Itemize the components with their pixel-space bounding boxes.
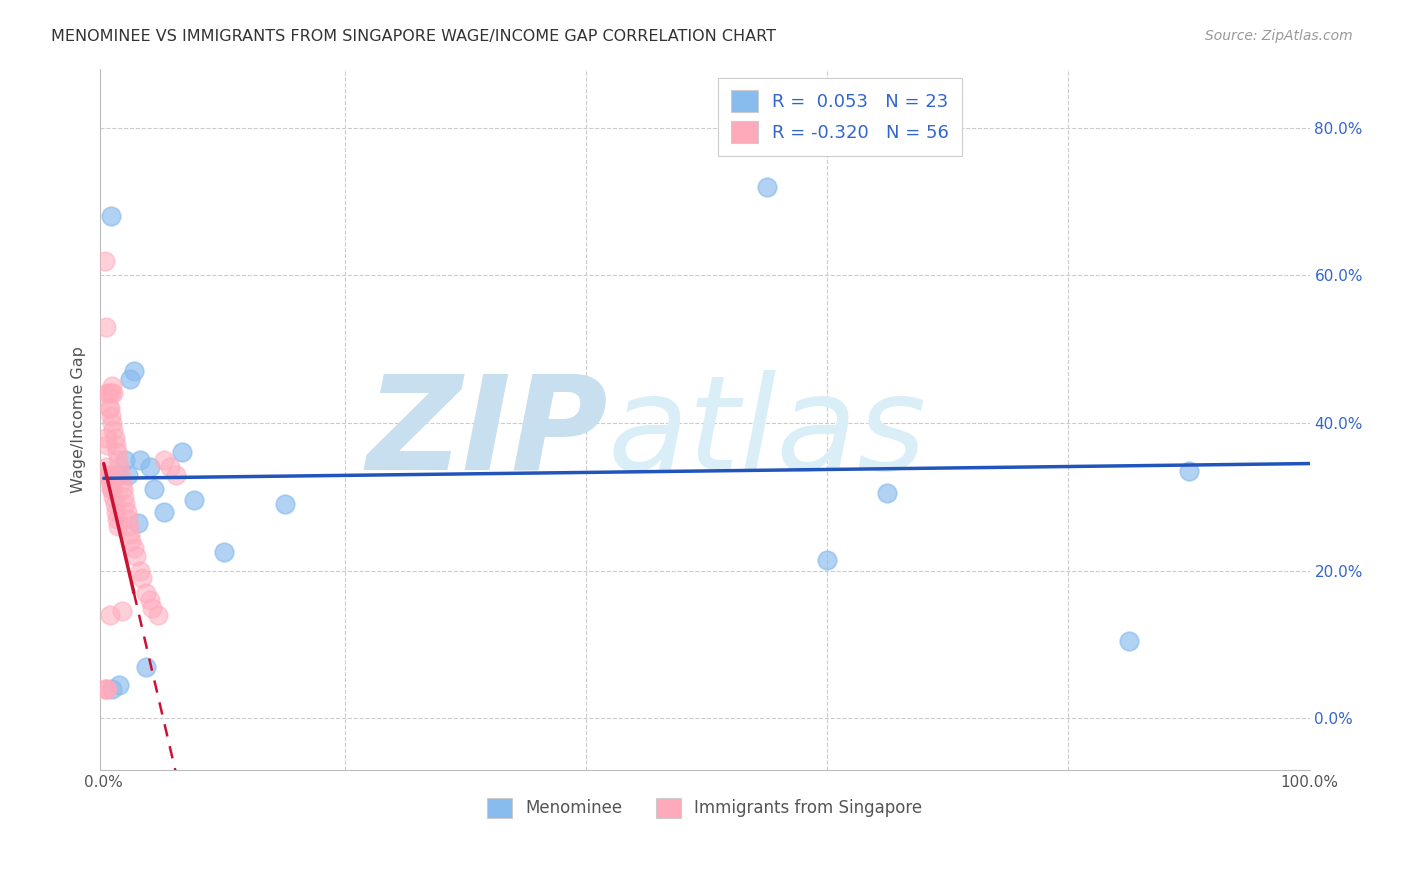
Point [98,401,121,416]
Y-axis label: Wage/Income Gap: Wage/Income Gap [72,346,86,492]
Text: ZIP: ZIP [367,370,607,497]
Point [129,564,152,578]
Point [105,445,128,459]
Point [117,467,139,482]
Point [183,493,205,508]
Point [103,490,125,504]
Point [104,504,127,518]
Point [97,386,120,401]
Point [117,512,139,526]
Point [101,681,124,696]
Point [1118,633,1140,648]
Point [111,604,134,618]
Point [135,659,157,673]
Point [153,453,176,467]
Point [135,586,157,600]
Point [108,460,131,475]
Point [94,681,117,696]
Point [141,600,163,615]
Point [107,467,129,482]
Point [114,453,136,467]
Point [101,379,124,393]
Point [96,431,118,445]
Point [146,607,169,622]
Point [122,364,145,378]
Point [107,453,129,467]
Point [94,253,117,268]
Point [97,467,120,482]
Point [138,460,160,475]
Point [138,593,160,607]
Point [104,438,127,452]
Point [100,209,122,223]
Point [129,453,152,467]
Point [105,512,128,526]
Legend: Menominee, Immigrants from Singapore: Menominee, Immigrants from Singapore [481,791,929,825]
Point [96,438,118,452]
Point [165,467,187,482]
Point [101,416,124,430]
Point [100,386,122,401]
Point [121,534,143,549]
Point [876,486,898,500]
Point [98,607,121,622]
Point [103,423,125,437]
Point [101,483,124,497]
Point [114,497,136,511]
Text: atlas: atlas [607,370,927,497]
Point [120,371,142,385]
Point [96,460,118,475]
Point [96,320,118,334]
Point [107,519,129,533]
Point [159,460,181,475]
Point [108,678,131,692]
Point [97,401,120,416]
Point [96,681,118,696]
Point [153,504,176,518]
Point [273,497,295,511]
Point [115,504,138,518]
Point [118,519,141,533]
Point [100,409,122,423]
Point [125,549,148,563]
Point [112,490,135,504]
Point [96,681,118,696]
Point [103,386,125,401]
Point [100,483,122,497]
Point [172,445,194,459]
Text: MENOMINEE VS IMMIGRANTS FROM SINGAPORE WAGE/INCOME GAP CORRELATION CHART: MENOMINEE VS IMMIGRANTS FROM SINGAPORE W… [51,29,776,44]
Point [1178,464,1201,478]
Point [131,571,153,585]
Point [96,467,118,482]
Point [122,541,145,556]
Text: Source: ZipAtlas.com: Source: ZipAtlas.com [1205,29,1353,43]
Point [815,552,838,566]
Point [104,497,127,511]
Point [110,467,132,482]
Point [104,431,127,445]
Point [96,386,118,401]
Point [98,475,121,489]
Point [112,483,135,497]
Point [143,483,166,497]
Point [111,475,134,489]
Point [120,526,142,541]
Point [214,545,236,559]
Point [127,516,149,530]
Point [755,179,778,194]
